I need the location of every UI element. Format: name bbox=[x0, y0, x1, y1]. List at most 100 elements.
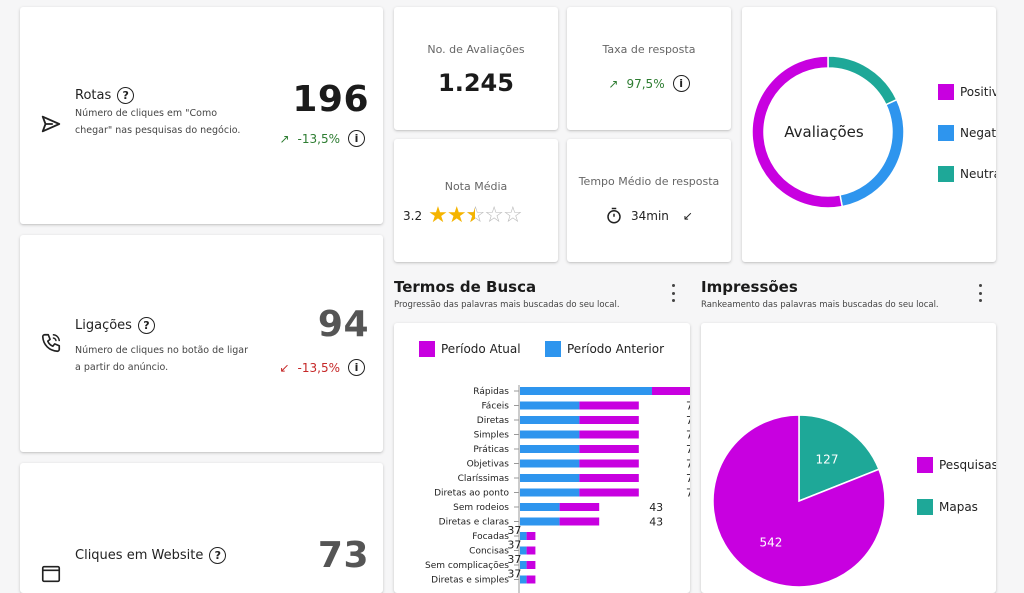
reviews-donut-card: Avaliações Positivas Negativas Neutras bbox=[742, 7, 996, 262]
more-options-icon[interactable] bbox=[977, 284, 983, 302]
bar-current[interactable] bbox=[579, 488, 639, 497]
bar-previous[interactable] bbox=[520, 474, 580, 482]
legend-mapas: Mapas bbox=[917, 499, 978, 515]
bar-data-label: 74 bbox=[686, 443, 690, 456]
legend-swatch bbox=[419, 341, 435, 357]
bar-current[interactable] bbox=[526, 561, 536, 569]
metric-title: Cliques em Website? bbox=[75, 547, 227, 564]
help-icon[interactable]: ? bbox=[209, 547, 227, 564]
bar-current[interactable] bbox=[559, 517, 600, 526]
bar-current[interactable] bbox=[526, 575, 536, 584]
bar-data-label: 37 bbox=[507, 568, 521, 581]
y-tick-label: Rápidas bbox=[473, 387, 509, 397]
legend-neutras: Neutras bbox=[938, 166, 996, 182]
phone-icon bbox=[41, 333, 61, 353]
bar-current[interactable] bbox=[579, 474, 639, 482]
metric-trend: ↙ -13,5% i bbox=[279, 359, 365, 376]
bar-previous[interactable] bbox=[520, 503, 560, 511]
y-tick-label: Concisas bbox=[469, 547, 509, 557]
legend-swatch bbox=[917, 457, 933, 473]
response-time-label: Tempo Médio de resposta bbox=[578, 175, 720, 188]
bar-current[interactable] bbox=[579, 445, 639, 453]
bar-previous[interactable] bbox=[520, 430, 580, 439]
help-icon[interactable]: ? bbox=[137, 317, 155, 334]
bar-previous[interactable] bbox=[520, 517, 560, 526]
bar-previous[interactable] bbox=[520, 546, 527, 555]
y-tick-label: Objetivas bbox=[467, 460, 510, 470]
metric-card-website: Cliques em Website? 73 bbox=[20, 463, 383, 593]
y-tick-label: Sem rodeios bbox=[453, 503, 509, 513]
metric-description: Número de cliques no botão de ligar a pa… bbox=[75, 345, 249, 373]
legend-swatch bbox=[938, 166, 954, 182]
y-tick-label: Diretas bbox=[477, 416, 510, 426]
rating-label: Nota Média bbox=[444, 180, 508, 193]
metric-value: 73 bbox=[317, 535, 369, 576]
bar-current[interactable] bbox=[559, 503, 600, 511]
star-empty-icon: ☆ bbox=[503, 203, 523, 228]
pie-slice-pesquisas[interactable] bbox=[712, 414, 886, 588]
bar-previous[interactable] bbox=[520, 532, 527, 540]
bar-current[interactable] bbox=[579, 430, 639, 439]
metric-value: 94 bbox=[317, 304, 369, 345]
metric-card-ligacoes: Ligações? Número de cliques no botão de … bbox=[20, 235, 383, 452]
legend-swatch bbox=[938, 84, 954, 100]
legend-swatch bbox=[938, 125, 954, 141]
arrow-up-right-icon: ↗ bbox=[608, 76, 619, 91]
response-time-card: Tempo Médio de resposta 34min ↙ bbox=[567, 139, 731, 262]
bar-data-label: 74 bbox=[686, 400, 690, 413]
reviews-count-label: No. de Avaliações bbox=[427, 43, 525, 56]
y-tick-label: Fáceis bbox=[481, 402, 509, 412]
bar-current[interactable] bbox=[579, 459, 639, 468]
star-empty-icon: ☆ bbox=[484, 203, 504, 228]
bar-previous[interactable] bbox=[520, 416, 580, 424]
bar-previous[interactable] bbox=[520, 445, 580, 453]
bar-previous[interactable] bbox=[520, 561, 527, 569]
bar-data-label: 43 bbox=[649, 501, 663, 514]
donut-slice-neutras[interactable] bbox=[827, 55, 898, 106]
info-icon[interactable]: i bbox=[672, 75, 690, 92]
y-tick-label: Focadas bbox=[472, 532, 509, 542]
pie-slice-mapas[interactable] bbox=[798, 414, 880, 503]
info-icon[interactable]: i bbox=[348, 130, 365, 147]
arrow-down-left-icon: ↙ bbox=[682, 209, 693, 223]
more-options-icon[interactable] bbox=[670, 284, 676, 302]
bar-current[interactable] bbox=[652, 387, 690, 395]
help-icon[interactable]: ? bbox=[117, 87, 135, 104]
legend-current-period: Período Atual bbox=[419, 341, 521, 357]
star-filled-icon: ★ bbox=[428, 203, 448, 228]
search-terms-bar-chart: Rápidas Fáceis 74 Diretas 74 Simples 74 Prática… bbox=[425, 385, 690, 593]
legend-swatch bbox=[917, 499, 933, 515]
arrow-down-left-icon: ↙ bbox=[279, 360, 290, 375]
reviews-count-value: 1.245 bbox=[438, 69, 514, 97]
donut-slice-negativas[interactable] bbox=[839, 98, 905, 208]
response-rate-row: ↗ 97,5% i bbox=[567, 75, 731, 92]
bar-data-label: 74 bbox=[686, 429, 690, 442]
pie-value-label: 542 bbox=[760, 535, 783, 549]
metric-trend: ↗ -13,5% i bbox=[279, 130, 365, 147]
bar-previous[interactable] bbox=[520, 401, 580, 410]
bar-current[interactable] bbox=[579, 416, 639, 424]
donut-slice-positivas[interactable] bbox=[751, 55, 844, 209]
stopwatch-icon bbox=[607, 207, 621, 224]
bar-current[interactable] bbox=[526, 546, 536, 555]
reviews-count-card: No. de Avaliações 1.245 bbox=[394, 7, 558, 130]
arrow-up-right-icon: ↗ bbox=[279, 131, 290, 146]
star-rating: ★★☆★☆☆ bbox=[428, 203, 523, 228]
response-rate-label: Taxa de resposta bbox=[602, 43, 696, 56]
bar-current[interactable] bbox=[526, 532, 536, 540]
impressions-pie-chart: 127 542 bbox=[712, 414, 886, 588]
bar-previous[interactable] bbox=[520, 488, 580, 497]
impressions-subtitle: Rankeamento das palavras mais buscadas d… bbox=[701, 300, 939, 310]
response-rate-value: 97,5% bbox=[626, 76, 665, 91]
bar-data-label: 37 bbox=[507, 539, 521, 552]
metric-title: Ligações? bbox=[75, 317, 155, 334]
rating-row: 3.2 ★★☆★☆☆ bbox=[403, 203, 523, 228]
bar-previous[interactable] bbox=[520, 459, 580, 468]
legend-swatch bbox=[545, 341, 561, 357]
bar-previous[interactable] bbox=[520, 387, 652, 395]
bar-current[interactable] bbox=[579, 401, 639, 410]
search-terms-card: Período Atual Período Anterior Rápidas Fá… bbox=[394, 323, 690, 593]
y-tick-label: Práticas bbox=[473, 445, 509, 455]
info-icon[interactable]: i bbox=[348, 359, 365, 376]
legend-positivas: Positivas bbox=[938, 84, 996, 100]
